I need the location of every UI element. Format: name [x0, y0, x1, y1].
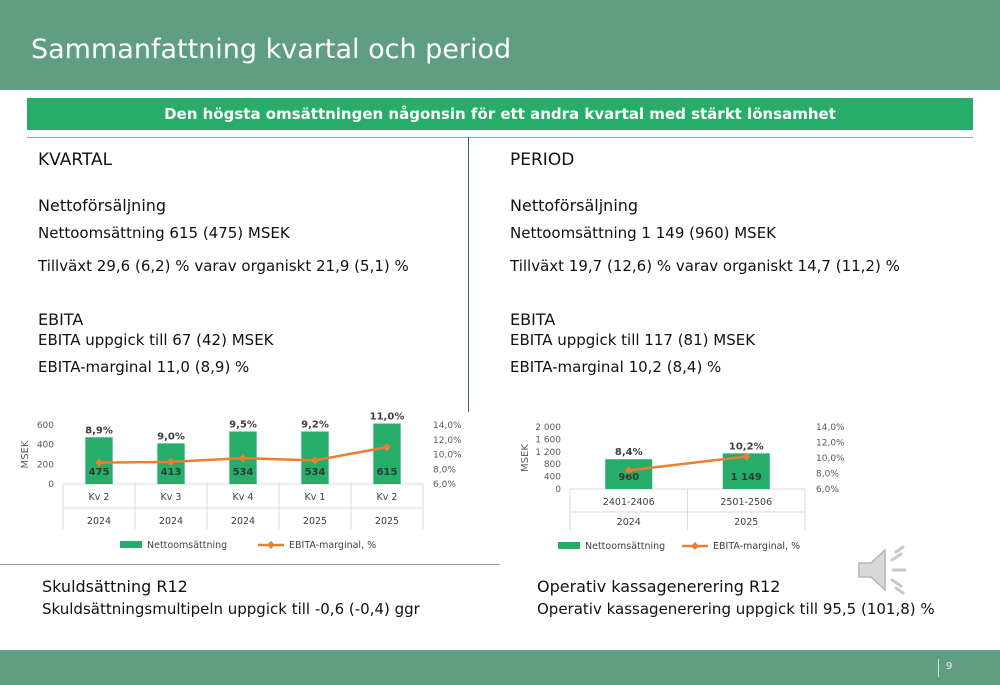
period-chart: MSEK 0 400 800 1 200 1 600 2 000 6,0% 8,0% 10,0% 1… — [520, 423, 845, 552]
footer-divider — [938, 659, 939, 677]
y-tick-label: 0 — [48, 480, 54, 490]
x-tick-label: 2501-2506 — [720, 497, 772, 508]
quarter-ebita-line2: EBITA-marginal 11,0 (8,9) % — [38, 358, 250, 376]
period-sales-line1: Nettoomsättning 1 149 (960) MSEK — [510, 224, 777, 242]
x-tick-label: Kv 2 — [377, 492, 398, 503]
period-sales-heading: Nettoförsäljning — [510, 196, 639, 215]
bar-value-label: 534 — [305, 467, 326, 478]
quarter-ebita-heading: EBITA — [38, 310, 84, 329]
legend-label-line: EBITA-marginal, % — [289, 540, 376, 551]
margin-point — [239, 454, 247, 463]
y-tick-label: 600 — [37, 421, 54, 431]
y-tick-label: 2 000 — [535, 423, 561, 433]
quarter-sales-line2: Tillväxt 29,6 (6,2) % varav organiskt 21… — [38, 257, 409, 275]
page-number: 9 — [946, 661, 953, 672]
y2-tick-label: 12,0% — [433, 436, 462, 446]
margin-value-label: 11,0% — [370, 412, 405, 423]
headline-banner: Den högsta omsättningen någonsin för ett… — [27, 98, 973, 130]
margin-value-label: 9,5% — [229, 419, 257, 430]
footer-bar: 9 — [0, 650, 1000, 685]
x-group-label: 2024 — [87, 516, 111, 527]
header-bar: Sammanfattning kvartal och period — [0, 0, 1000, 90]
legend-label-line: EBITA-marginal, % — [713, 541, 800, 552]
margin-point — [624, 466, 633, 475]
legend-swatch-marker — [267, 541, 275, 549]
margin-value-label: 8,9% — [85, 425, 113, 436]
x-group-label: 2025 — [734, 517, 758, 528]
bar-value-label: 615 — [377, 467, 398, 478]
y-tick-label: 800 — [544, 460, 561, 470]
y-tick-label: 1 200 — [535, 448, 561, 458]
margin-value-label: 9,0% — [157, 431, 185, 442]
period-ebita-line2: EBITA-marginal 10,2 (8,4) % — [510, 358, 722, 376]
quarter-chart: MSEK 0 200 400 600 6,0% 8,0% 10,0% 12,0% 14,0% 475… — [20, 412, 462, 551]
margin-point — [742, 452, 751, 461]
x-tick-label: Kv 1 — [305, 492, 326, 503]
y-tick-label: 400 — [544, 473, 561, 483]
y-tick-label: 0 — [555, 485, 561, 495]
x-tick-label: Kv 2 — [89, 492, 110, 503]
y2-tick-label: 8,0% — [816, 470, 839, 480]
y-tick-label: 200 — [37, 460, 54, 470]
divider — [27, 137, 973, 138]
y2-tick-label: 8,0% — [433, 465, 456, 475]
page-title: Sammanfattning kvartal och period — [31, 34, 512, 65]
divider — [0, 564, 500, 565]
margin-point — [95, 458, 103, 467]
x-group-label: 2025 — [375, 516, 399, 527]
x-tick-label: Kv 4 — [233, 492, 254, 503]
bar-value-label: 475 — [89, 467, 110, 478]
legend-label-bar: Nettoomsättning — [147, 540, 227, 551]
legend-swatch-bar — [120, 541, 142, 548]
margin-point — [167, 457, 175, 466]
legend-swatch-bar — [558, 542, 580, 549]
x-group-label: 2024 — [159, 516, 183, 527]
quarter-ebita-line1: EBITA uppgick till 67 (42) MSEK — [38, 331, 274, 349]
cash-text: Operativ kassagenerering uppgick till 95… — [537, 600, 935, 618]
speaker-icon[interactable] — [855, 545, 917, 599]
debt-heading: Skuldsättning R12 — [42, 577, 188, 596]
y-axis-label: MSEK — [20, 440, 31, 468]
y2-tick-label: 14,0% — [433, 421, 462, 431]
bar-value-label: 1 149 — [731, 472, 762, 483]
period-ebita-line1: EBITA uppgick till 117 (81) MSEK — [510, 331, 756, 349]
margin-point — [311, 456, 319, 465]
margin-point — [383, 443, 391, 452]
bar-value-label: 534 — [233, 467, 254, 478]
bar-value-label: 413 — [161, 467, 182, 478]
x-tick-label: Kv 3 — [161, 492, 182, 503]
legend-label-bar: Nettoomsättning — [585, 541, 665, 552]
y2-tick-label: 6,0% — [433, 480, 456, 490]
column-divider — [468, 137, 469, 412]
margin-line — [628, 455, 747, 472]
period-heading: PERIOD — [510, 150, 575, 170]
y2-tick-label: 12,0% — [816, 439, 845, 449]
quarter-sales-line1: Nettoomsättning 615 (475) MSEK — [38, 224, 290, 242]
x-group-label: 2024 — [617, 517, 641, 528]
y-tick-label: 400 — [37, 441, 54, 451]
legend-swatch-marker — [691, 542, 699, 550]
x-tick-label: 2401-2406 — [603, 497, 655, 508]
margin-value-label: 8,4% — [615, 447, 643, 458]
y2-tick-label: 6,0% — [816, 485, 839, 495]
period-sales-line2: Tillväxt 19,7 (12,6) % varav organiskt 1… — [510, 257, 900, 275]
bar-value-label: 960 — [618, 472, 639, 483]
margin-value-label: 9,2% — [301, 419, 329, 430]
y2-tick-label: 10,0% — [433, 451, 462, 461]
margin-value-label: 10,2% — [729, 441, 764, 452]
y-tick-label: 1 600 — [535, 435, 561, 445]
y2-tick-label: 10,0% — [816, 454, 845, 464]
quarter-heading: KVARTAL — [38, 150, 113, 170]
y-axis-label: MSEK — [520, 444, 531, 472]
y2-tick-label: 14,0% — [816, 423, 845, 433]
x-group-label: 2024 — [231, 516, 255, 527]
quarter-sales-heading: Nettoförsäljning — [38, 196, 167, 215]
debt-text: Skuldsättningsmultipeln uppgick till -0,… — [42, 600, 420, 618]
cash-heading: Operativ kassagenerering R12 — [537, 577, 781, 596]
chart-bar — [373, 423, 401, 484]
x-group-label: 2025 — [303, 516, 327, 527]
period-ebita-heading: EBITA — [510, 310, 556, 329]
